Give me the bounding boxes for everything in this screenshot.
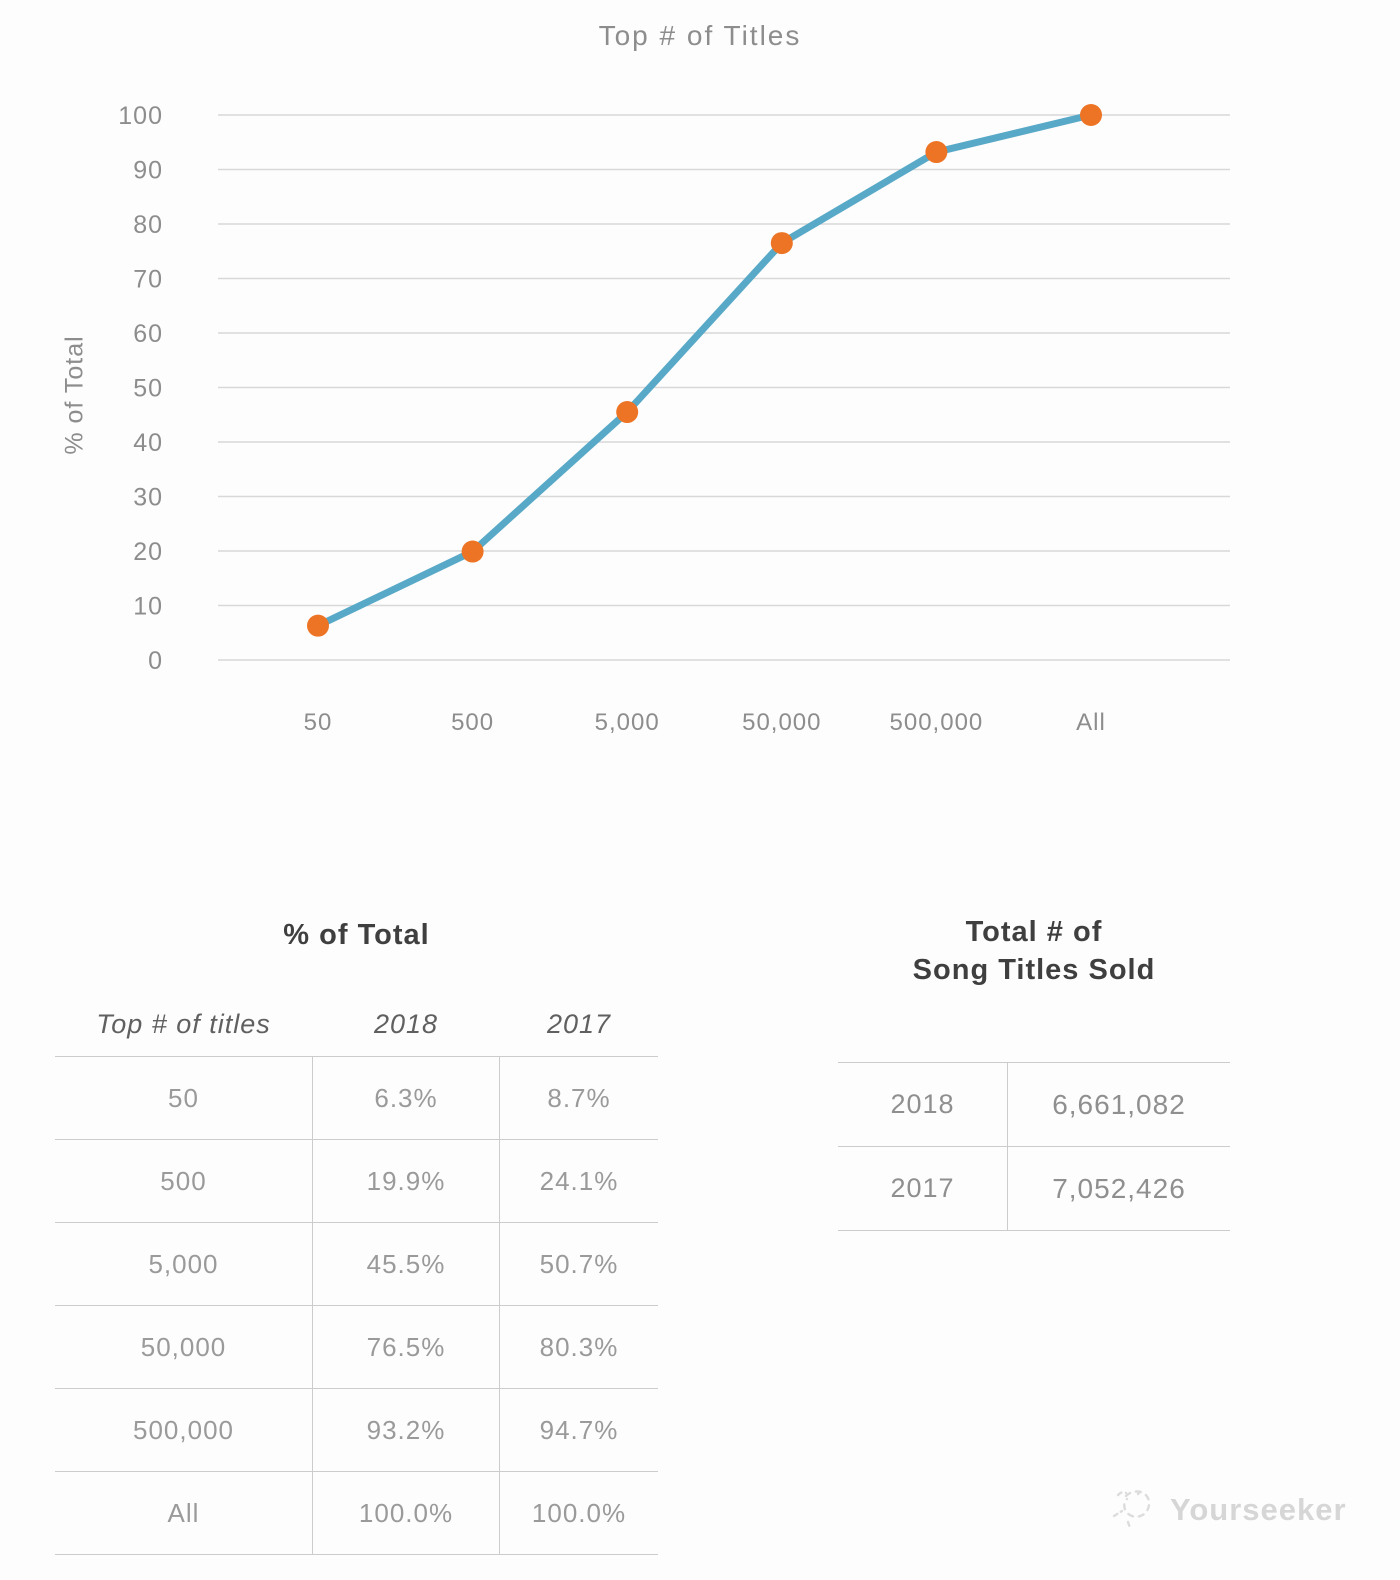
table-cell: All bbox=[167, 1497, 200, 1528]
table-cell: 80.3% bbox=[539, 1331, 619, 1362]
y-tick-label: 20 bbox=[133, 538, 163, 566]
table-cell: 8.7% bbox=[547, 1082, 611, 1113]
table-cell: 100.0% bbox=[531, 1497, 627, 1528]
data-point-marker bbox=[616, 401, 639, 424]
data-point-marker bbox=[307, 614, 329, 637]
line-chart-canvas: 0 10 20 30 40 50 60 70 80 90 100 50 500 5,000 50,000 50… bbox=[118, 102, 1230, 736]
y-tick-label: 70 bbox=[133, 266, 163, 294]
y-tick-label: 90 bbox=[133, 157, 163, 185]
data-point-marker bbox=[1080, 104, 1102, 126]
table-cell: 94.7% bbox=[539, 1414, 619, 1445]
table-cell: 500,000 bbox=[133, 1414, 234, 1445]
percent-table-title: % of Total bbox=[283, 919, 430, 951]
table-row: 500,000 93.2% 94.7% bbox=[55, 1389, 658, 1472]
table-row: All 100.0% 100.0% bbox=[55, 1472, 658, 1555]
yourseeker-logo-icon bbox=[1108, 1482, 1160, 1537]
y-tick-label: 40 bbox=[133, 429, 163, 457]
table-row: 50,000 76.5% 80.3% bbox=[55, 1306, 658, 1389]
y-axis-label: % of Total bbox=[60, 335, 89, 455]
y-tick-label: 80 bbox=[133, 211, 163, 239]
percent-table-body: 50 6.3% 8.7% 500 19.9% 24.1% 5,000 45.5% 50.7% 50… bbox=[55, 1057, 658, 1555]
header-2018: 2018 bbox=[373, 1009, 439, 1039]
table-cell: 100.0% bbox=[312, 1472, 500, 1554]
chart-title: Top # of Titles bbox=[598, 20, 802, 51]
watermark: Yourseeker bbox=[1108, 1482, 1347, 1537]
totals-table-title-line2: Song Titles Sold bbox=[912, 954, 1156, 986]
table-row: 500 19.9% 24.1% bbox=[55, 1140, 658, 1223]
table-cell: 50.7% bbox=[539, 1248, 619, 1279]
table-row: 2017 7,052,426 bbox=[838, 1147, 1230, 1231]
percent-table-header-row: Top # of titles 2018 2017 bbox=[55, 955, 658, 1057]
table-row: 5,000 45.5% 50.7% bbox=[55, 1223, 658, 1306]
table-row: 50 6.3% 8.7% bbox=[55, 1057, 658, 1140]
x-tick-label: 5,000 bbox=[595, 709, 660, 736]
table-cell: 50 bbox=[168, 1082, 199, 1113]
totals-table-title: Total # of Song Titles Sold bbox=[838, 913, 1230, 989]
watermark-label: Yourseeker bbox=[1170, 1491, 1347, 1527]
y-tick-label: 0 bbox=[148, 647, 163, 675]
table-cell: 5,000 bbox=[148, 1248, 219, 1279]
table-cell: 45.5% bbox=[312, 1223, 500, 1305]
table-cell: 93.2% bbox=[312, 1389, 500, 1471]
y-tick-label: 10 bbox=[133, 593, 163, 621]
year-cell: 2017 bbox=[890, 1173, 955, 1203]
header-top-number-of-titles: Top # of titles bbox=[96, 1009, 271, 1039]
table-cell: 6.3% bbox=[312, 1057, 500, 1139]
y-tick-label: 30 bbox=[133, 484, 163, 512]
table-cell: 24.1% bbox=[539, 1165, 619, 1196]
x-tick-label: 500 bbox=[451, 709, 494, 736]
header-2017: 2017 bbox=[546, 1009, 612, 1039]
y-tick-label: 50 bbox=[133, 375, 163, 403]
totals-table-body: 2018 6,661,082 2017 7,052,426 bbox=[838, 1062, 1230, 1231]
data-point-marker bbox=[925, 141, 948, 164]
table-row: 2018 6,661,082 bbox=[838, 1063, 1230, 1147]
total-song-titles-table: Total # of Song Titles Sold 2018 6,661,08… bbox=[838, 905, 1230, 1231]
year-cell: 2018 bbox=[890, 1089, 955, 1119]
y-tick-label: 60 bbox=[133, 320, 163, 348]
table-cell: 19.9% bbox=[312, 1140, 500, 1222]
table-cell: 76.5% bbox=[312, 1306, 500, 1388]
total-sold-cell: 7,052,426 bbox=[1007, 1147, 1230, 1230]
x-tick-label: 50,000 bbox=[742, 709, 821, 736]
totals-table-title-line1: Total # of bbox=[965, 916, 1103, 948]
data-point-marker bbox=[770, 232, 793, 255]
percent-of-total-table: % of Total Top # of titles 2018 2017 50 6… bbox=[55, 905, 658, 1555]
table-cell: 50,000 bbox=[140, 1331, 227, 1362]
series-line-2018 bbox=[314, 111, 1095, 630]
data-point-marker bbox=[461, 540, 484, 563]
x-tick-label: 50 bbox=[304, 709, 333, 736]
x-tick-label: All bbox=[1076, 709, 1106, 736]
table-cell: 500 bbox=[160, 1165, 207, 1196]
total-sold-cell: 6,661,082 bbox=[1007, 1063, 1230, 1146]
y-tick-label: 100 bbox=[118, 102, 163, 130]
x-tick-label: 500,000 bbox=[890, 709, 984, 736]
